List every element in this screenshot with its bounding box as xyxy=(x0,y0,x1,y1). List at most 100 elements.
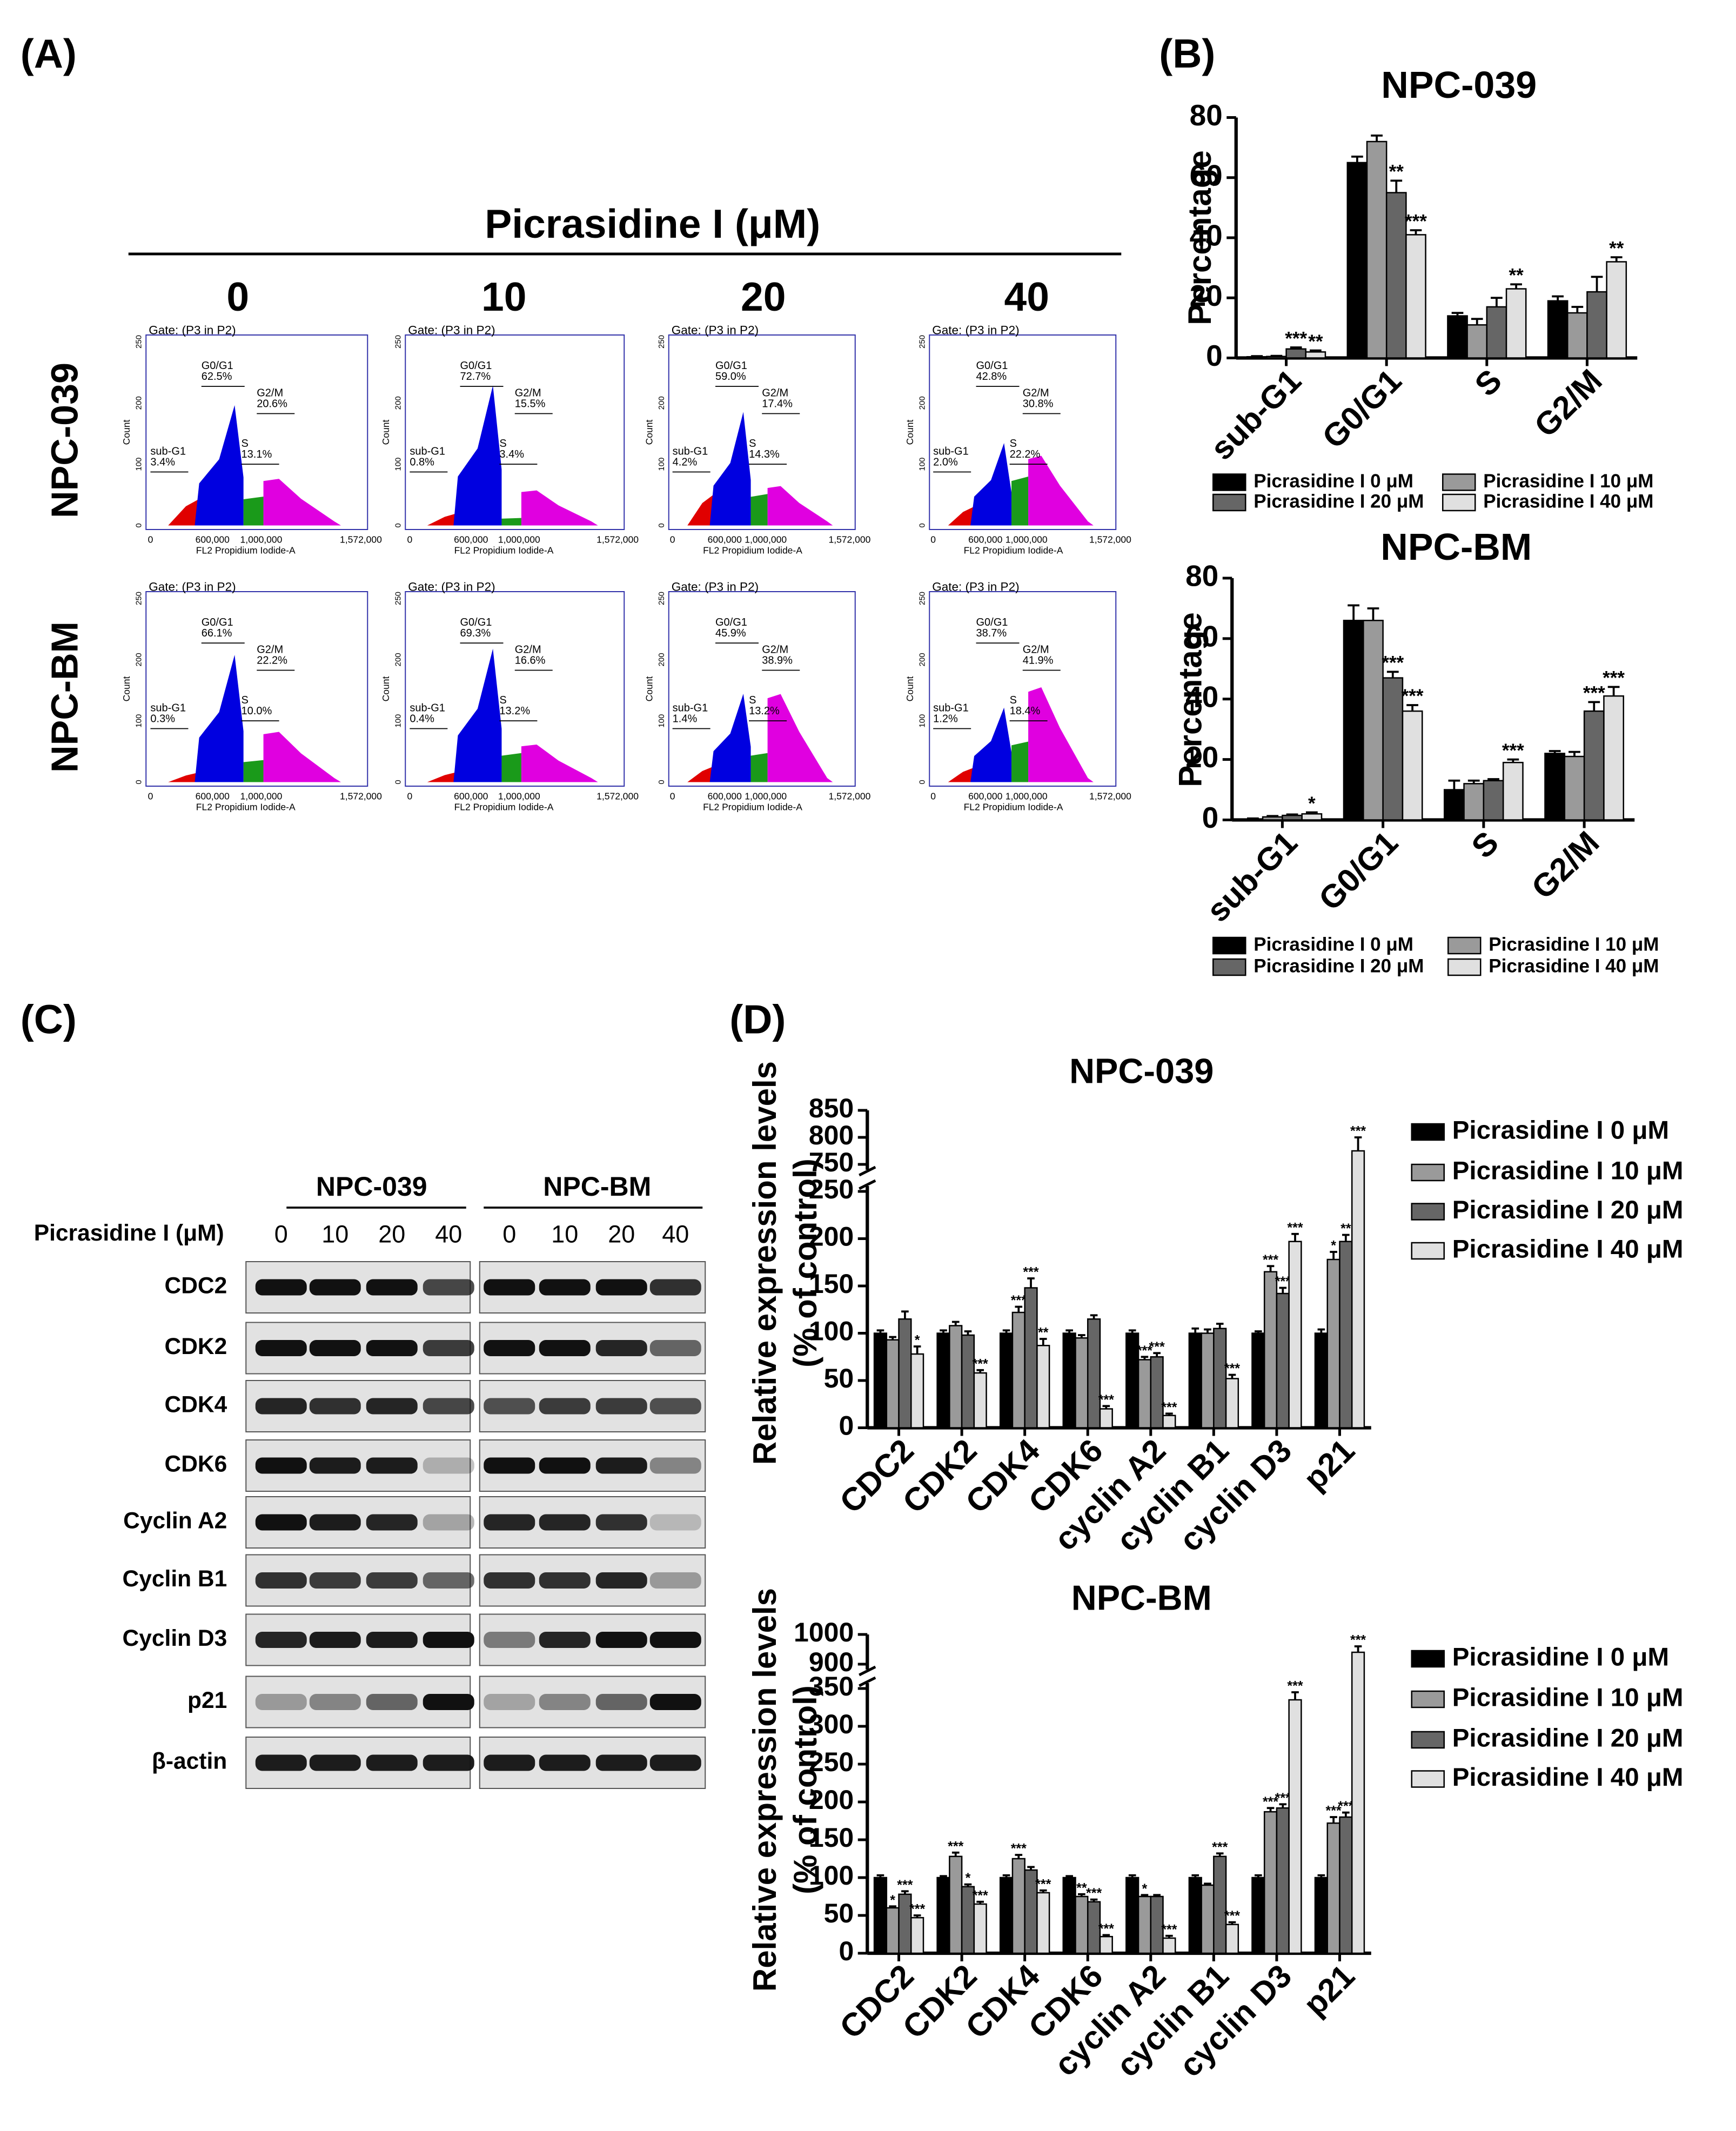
significance: *** xyxy=(1224,1361,1240,1376)
hist-y-tick: 250 xyxy=(135,592,144,605)
phase-label: G2/M xyxy=(515,644,541,655)
gate-label: Gate: (P3 in P2) xyxy=(149,580,236,593)
bar xyxy=(1262,816,1283,821)
blot-dose: 40 xyxy=(662,1220,689,1248)
legend-swatch xyxy=(1447,936,1482,955)
significance: ** xyxy=(1340,1221,1351,1236)
error-bar xyxy=(1552,295,1564,301)
bar xyxy=(1263,1811,1278,1954)
significance: ** xyxy=(1038,1325,1049,1341)
phase-label: sub-G1 xyxy=(150,702,186,714)
error-bar xyxy=(1279,1803,1287,1808)
error-bar xyxy=(1290,346,1302,349)
hist-y-tick: 100 xyxy=(918,458,927,471)
phase-label: sub-G1 xyxy=(673,445,708,457)
bar xyxy=(1505,288,1527,359)
significance: *** xyxy=(909,1902,925,1917)
bar xyxy=(1125,1877,1140,1954)
blot-band xyxy=(484,1694,535,1710)
y-tick-label: 250 xyxy=(809,1747,854,1777)
bar xyxy=(1544,753,1566,821)
error-bar xyxy=(1451,312,1464,316)
error-bar xyxy=(1305,811,1318,814)
error-bar xyxy=(1015,1305,1023,1313)
blot-dose: 20 xyxy=(608,1220,635,1248)
error-bar xyxy=(1342,1811,1350,1818)
y-tick-label: 50 xyxy=(824,1898,854,1928)
error-bar xyxy=(1204,1328,1211,1333)
y-tick-label: 0 xyxy=(839,1411,854,1441)
bar xyxy=(1099,1408,1113,1429)
blot-dose: 0 xyxy=(502,1220,516,1248)
phase-percent: 59.0% xyxy=(715,371,746,383)
blot-band xyxy=(539,1279,591,1296)
significance: *** xyxy=(1149,1339,1165,1355)
error-bar xyxy=(1204,1882,1211,1886)
bar xyxy=(949,1855,963,1954)
s-region xyxy=(1011,477,1029,526)
bar xyxy=(1225,1924,1239,1954)
bar xyxy=(973,1903,987,1954)
hist-y-tick: 0 xyxy=(135,523,144,527)
bar xyxy=(1486,306,1507,359)
legend-label: Picrasidine I 40 μM xyxy=(1452,1763,1684,1792)
legend-label: Picrasidine I 40 μM xyxy=(1489,955,1659,976)
phase-percent: 14.3% xyxy=(749,448,780,460)
y-tick-label: 20 xyxy=(1190,279,1223,312)
significance: *** xyxy=(1098,1921,1114,1936)
hist-x-tick: 1,000,000 xyxy=(240,791,283,802)
dose-label: 40 xyxy=(1004,274,1049,319)
blot-band xyxy=(595,1398,647,1415)
bar xyxy=(1314,1332,1328,1429)
legend-label: Picrasidine I 40 μM xyxy=(1483,491,1653,512)
blot-band xyxy=(366,1279,418,1296)
phase-percent: 2.0% xyxy=(933,456,958,468)
bar xyxy=(999,1877,1014,1954)
significance: *** xyxy=(1287,1220,1303,1235)
sub-g1-region xyxy=(168,772,199,782)
blot-band xyxy=(649,1694,701,1710)
phase-percent: 13.1% xyxy=(242,448,272,460)
error-bar xyxy=(976,1900,984,1905)
error-bar xyxy=(1471,318,1483,325)
significance: *** xyxy=(1350,1633,1366,1648)
legend-label: Picrasidine I 40 μM xyxy=(1452,1235,1684,1264)
legend-label: Picrasidine I 10 μM xyxy=(1452,1157,1684,1185)
bar xyxy=(1305,351,1326,359)
error-bar xyxy=(1128,1874,1136,1878)
phase-label: G2/M xyxy=(1023,387,1049,399)
error-bar xyxy=(889,1905,896,1908)
error-bar xyxy=(1286,813,1298,816)
error-bar xyxy=(1039,1338,1047,1346)
hist-x-tick: 1,572,000 xyxy=(828,791,870,802)
bar xyxy=(973,1372,987,1429)
bar xyxy=(1099,1935,1113,1954)
significance: *** xyxy=(1161,1400,1177,1415)
error-bar xyxy=(1507,758,1519,763)
hist-x-tick: 0 xyxy=(407,791,412,802)
hist-x-label: FL2 Propidium Iodide-A xyxy=(196,802,296,813)
bar xyxy=(1011,1858,1025,1954)
hist-x-label: FL2 Propidium Iodide-A xyxy=(703,545,802,556)
bar xyxy=(1011,1311,1025,1429)
blot-band xyxy=(309,1398,361,1415)
error-bar xyxy=(1354,1645,1362,1653)
error-bar xyxy=(1216,1852,1224,1857)
phase-label: sub-G1 xyxy=(410,702,445,714)
significance: *** xyxy=(1263,1794,1278,1810)
error-bar xyxy=(1270,354,1283,357)
significance: *** xyxy=(1224,1908,1240,1924)
blot-band xyxy=(366,1457,418,1474)
bar xyxy=(1402,710,1423,821)
protein-label: Cyclin D3 xyxy=(123,1626,227,1651)
error-bar xyxy=(1607,686,1620,696)
blot-cell-line: NPC-BM xyxy=(543,1171,651,1202)
y-tick-label: 20 xyxy=(1185,740,1218,774)
hist-y-tick: 100 xyxy=(135,458,144,471)
blot-dose: 10 xyxy=(321,1220,348,1248)
significance: ** xyxy=(1076,1880,1087,1895)
hist-x-tick: 1,000,000 xyxy=(498,534,540,545)
hist-x-tick: 1,000,000 xyxy=(1006,534,1048,545)
hist-x-label: FL2 Propidium Iodide-A xyxy=(454,802,554,813)
blot-band xyxy=(366,1514,418,1531)
